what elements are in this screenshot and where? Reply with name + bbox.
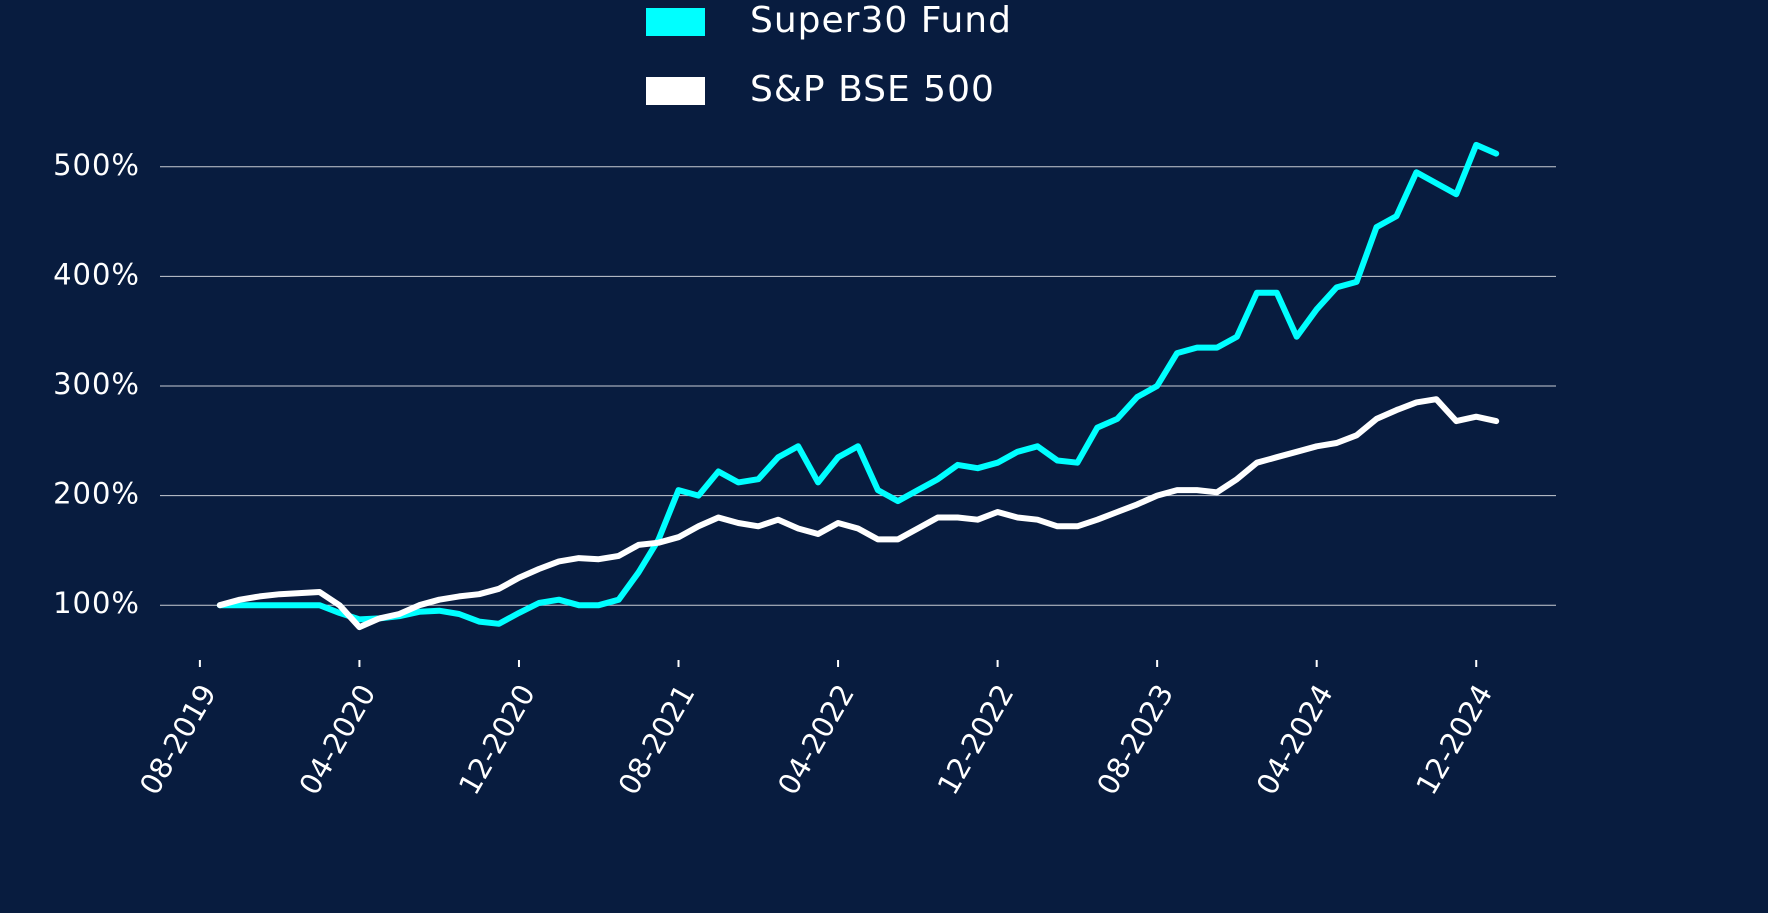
legend-swatch — [646, 77, 705, 105]
y-tick-label: 400% — [53, 257, 140, 291]
y-tick-label: 500% — [53, 148, 140, 182]
series-line — [216, 141, 1500, 627]
y-tick-label: 100% — [53, 586, 140, 620]
legend-label: Super30 Fund — [750, 0, 1012, 41]
y-tick-label: 300% — [53, 367, 140, 401]
legend-swatch — [646, 8, 705, 36]
legend-label: S&P BSE 500 — [750, 69, 995, 110]
y-tick-label: 200% — [53, 477, 140, 511]
series-line — [216, 396, 1500, 631]
